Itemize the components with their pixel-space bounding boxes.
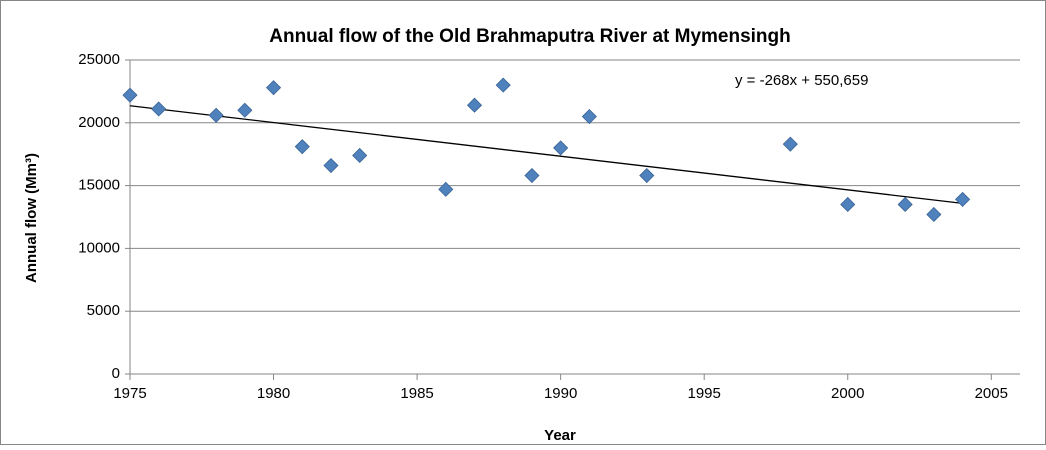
data-point <box>237 102 253 118</box>
data-point <box>639 167 655 184</box>
data-point <box>151 101 167 117</box>
data-point <box>208 107 224 123</box>
y-tick-label: 5000 <box>87 302 120 319</box>
data-point <box>466 97 483 113</box>
y-axis-label: Annual flow (Mm³) <box>23 153 40 283</box>
data-point <box>553 140 569 156</box>
x-tick-label: 2000 <box>831 385 864 402</box>
trendline <box>129 105 963 204</box>
x-tick-label: 1985 <box>400 385 433 402</box>
x-tick-label: 1975 <box>113 385 146 402</box>
data-point <box>840 196 856 213</box>
y-tick-label: 0 <box>112 365 120 382</box>
x-tick-label: 1980 <box>257 385 290 402</box>
x-tick-label: 2005 <box>975 385 1008 402</box>
x-tick-label: 1990 <box>544 385 577 402</box>
data-point <box>122 87 138 103</box>
x-tick-label: 1995 <box>688 385 721 402</box>
data-point <box>265 80 282 96</box>
data-point <box>897 196 913 213</box>
x-axis-label: Year <box>544 427 576 444</box>
y-tick-label: 10000 <box>78 239 120 256</box>
chart-title: Annual flow of the Old Brahmaputra River… <box>269 26 791 47</box>
data-point <box>352 147 368 164</box>
data-point <box>524 167 540 184</box>
trendline-equation: y = -268x + 550,659 <box>735 72 868 89</box>
data-point <box>438 181 454 197</box>
y-tick-label: 15000 <box>78 177 120 194</box>
data-point <box>495 77 511 93</box>
y-tick-label: 25000 <box>78 51 120 68</box>
data-point <box>323 157 339 174</box>
data-point <box>294 139 310 155</box>
data-point <box>581 108 597 125</box>
data-point <box>955 191 971 207</box>
data-point <box>926 206 942 223</box>
y-tick-label: 20000 <box>78 114 120 131</box>
data-point <box>782 136 798 152</box>
